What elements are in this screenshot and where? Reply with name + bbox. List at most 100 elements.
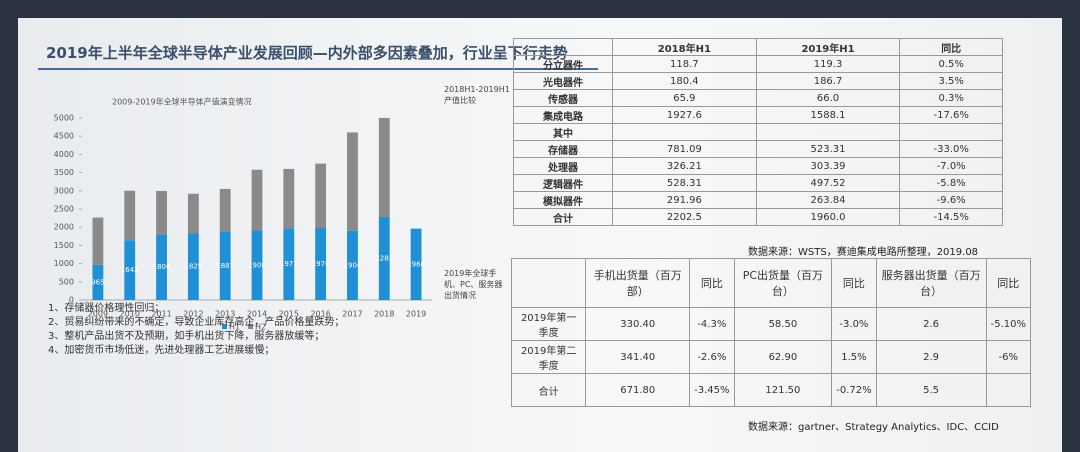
table-cell: 3.5% <box>899 72 1003 90</box>
table-row: 分立器件 118.7 119.3 0.5% <box>513 55 1003 73</box>
source: 数据来源：WSTS，赛迪集成电路所整理，2019.08 <box>748 247 979 258</box>
value-label: 1908 <box>248 261 266 269</box>
table-row: 传感器 65.9 66.0 0.3% <box>513 89 1003 107</box>
y-tick-label: 5000 <box>54 114 74 123</box>
y-tick-label: 4000 <box>54 150 74 159</box>
x-tick-label: 2009 <box>88 310 108 319</box>
x-tick-label: 2019 <box>406 310 426 319</box>
table-cell: 其中 <box>513 123 613 141</box>
legend-label: H2 <box>255 323 266 332</box>
table-cell: 2.9 <box>875 340 987 374</box>
table-cell: 处理器 <box>513 157 613 175</box>
bar-segment <box>92 217 104 265</box>
header-cell <box>510 258 587 308</box>
note: 2、贸易纠纷带来的不确定，导致企业库存高企，产品价格量跌势； <box>48 317 345 328</box>
legend-swatch <box>222 324 227 329</box>
table-cell: 65.9 <box>612 89 757 107</box>
bar-segment <box>283 228 295 300</box>
y-tick-label: 3000 <box>54 186 74 195</box>
table-cell: 模拟器件 <box>513 191 613 209</box>
header-cell: 手机出货量（百万部） <box>585 258 691 308</box>
bar-segment <box>156 190 167 235</box>
bar-segment <box>315 163 327 229</box>
value-label: 2282 <box>375 254 393 262</box>
header-cell: 同比 <box>899 38 1003 56</box>
x-tick-label: 2013 <box>215 310 235 319</box>
table-cell: -0.72% <box>831 373 877 407</box>
note: 3、整机产品出货不及预期，如手机出货下降，服务器放缓等； <box>48 331 325 342</box>
table-cell: 119.3 <box>755 55 901 73</box>
header-cell: 同比 <box>689 258 735 308</box>
bar-segment <box>92 264 104 300</box>
header-cell: 同比 <box>831 258 877 308</box>
table-cell: -4.3% <box>689 307 735 341</box>
table-cell: 1927.6 <box>612 106 757 124</box>
bar-segment <box>219 188 231 232</box>
table-cell: 1.5% <box>831 340 877 374</box>
slide: 2019年上半年全球半导体产业发展回顾—内外部多因素叠加，行业呈下行走势 200… <box>18 18 1062 452</box>
table-cell: 66.0 <box>755 89 901 107</box>
table-cell: -6% <box>985 340 1032 374</box>
bar-segment <box>124 190 136 241</box>
y-tick-label: 3500 <box>54 168 74 177</box>
table-cell: -9.6% <box>899 191 1003 209</box>
table-cell: 传感器 <box>513 89 613 107</box>
bar-segment <box>219 231 231 300</box>
value-label: 1881 <box>216 262 234 270</box>
table-row: 合计 671.80 -3.45% 121.50 -0.72% 5.5 <box>510 373 1032 407</box>
table-cell: 光电器件 <box>513 72 613 90</box>
table-row: 模拟器件 291.96 263.84 -9.6% <box>513 191 1003 209</box>
bar-segment <box>347 132 358 231</box>
slide-title: 2019年上半年全球半导体产业发展回顾—内外部多因素叠加，行业呈下行走势 <box>46 44 568 62</box>
notes: 1、存储器价格理性回归； 2、贸易纠纷带来的不确定，导致企业库存高企，产品价格量跌… <box>48 302 344 358</box>
table-cell: 逻辑器件 <box>513 174 613 192</box>
table-cell: 263.84 <box>755 191 901 209</box>
x-tick-label: 2015 <box>279 310 299 319</box>
source: 数据来源：gartner、Strategy Analytics、IDC、CCID <box>748 422 999 433</box>
value-label: 1806 <box>153 263 171 271</box>
bar-segment <box>378 117 390 217</box>
legend-label: H1 <box>229 323 240 332</box>
y-tick-label: 4500 <box>54 132 74 141</box>
table-cell: 528.31 <box>612 174 757 192</box>
table-cell: 497.52 <box>755 174 901 192</box>
x-tick-label: 2011 <box>151 310 171 319</box>
bar-segment <box>283 168 295 229</box>
y-tick-label: 1500 <box>54 241 74 250</box>
table-cell: 集成电路 <box>513 106 613 124</box>
bar-segment <box>187 233 199 300</box>
title-rule <box>38 68 598 70</box>
table-cell: 62.90 <box>733 340 833 374</box>
table-cell <box>612 123 757 141</box>
table-cell: 0.3% <box>899 89 1003 107</box>
table-cell: -2.6% <box>689 340 735 374</box>
table-cell: 781.09 <box>612 140 757 158</box>
header-cell: 同比 <box>985 258 1032 308</box>
legend-swatch <box>248 324 253 329</box>
table-cell: 2202.5 <box>612 208 757 226</box>
table-cell: 303.39 <box>755 157 901 175</box>
header-cell: 2018年H1 <box>612 38 757 56</box>
table-cell: 330.40 <box>585 307 691 341</box>
value-label: 1971 <box>280 260 298 268</box>
table-cell: -3.0% <box>831 307 877 341</box>
table-cell: 186.7 <box>755 72 901 90</box>
bar-segment <box>315 228 327 300</box>
table-cell: 671.80 <box>585 373 691 407</box>
table-cell: -14.5% <box>899 208 1003 226</box>
table-caption: 2019年全球手机、PC、服务器出货情况 <box>444 269 503 300</box>
bar-segment <box>378 216 390 300</box>
table-row: 合计 2202.5 1960.0 -14.5% <box>513 208 1003 226</box>
table-cell: 58.50 <box>733 307 833 341</box>
table-cell: -7.0% <box>899 157 1003 175</box>
bar-segment <box>347 230 358 300</box>
output-table: 2018年H1 2019年H1 同比 分立器件 118.7 119.3 0.5% 光电器件 18… <box>513 38 1003 226</box>
table-caption: 2018H1-2019H1产值比较 <box>444 85 510 105</box>
bar-segment <box>156 234 167 300</box>
bar-segment <box>251 230 263 300</box>
table-row: 2019年第二季度 341.40 -2.6% 62.90 1.5% 2.9 -6% <box>510 340 1032 374</box>
header-cell: 服务器出货量（百万台） <box>875 258 987 308</box>
value-label: 1642 <box>121 266 139 274</box>
table-row: 集成电路 1927.6 1588.1 -17.6% <box>513 106 1003 124</box>
